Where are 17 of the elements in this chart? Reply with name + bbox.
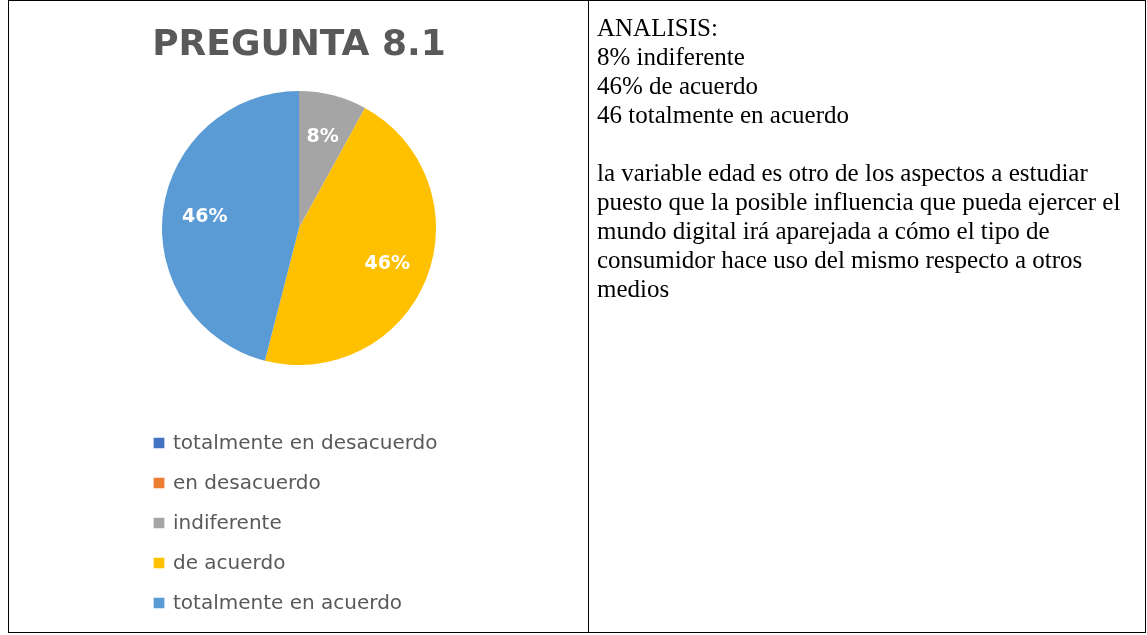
legend-label: en desacuerdo	[172, 470, 321, 494]
legend-label: totalmente en desacuerdo	[172, 430, 437, 454]
data-label: 46%	[364, 250, 410, 273]
text: la variable edad es otro de los aspectos a estudiar puesto que la posible influencia que pueda ejercer el mundo digital irá aparejada a cómo el tipo de consumidor hace uso del mismo respecto a otros medios	[597, 158, 1122, 303]
pie-slice	[298, 91, 365, 228]
pie-slice	[264, 107, 436, 365]
pie-slice	[161, 91, 299, 361]
text: 46 totalmente en acuerdo	[597, 100, 850, 129]
data-label: 46%	[181, 204, 227, 227]
text: 46% de acuerdo	[597, 71, 760, 100]
legend-label: indiferente	[172, 510, 282, 534]
legend-label: totalmente en acuerdo	[172, 590, 402, 614]
chart-title: PREGUNTA 8.1	[151, 22, 446, 63]
text: ANALISIS:	[597, 13, 719, 42]
legend-label: de acuerdo	[172, 550, 285, 574]
text: 8% indiferente	[597, 42, 746, 71]
data-label: 8%	[305, 123, 339, 146]
